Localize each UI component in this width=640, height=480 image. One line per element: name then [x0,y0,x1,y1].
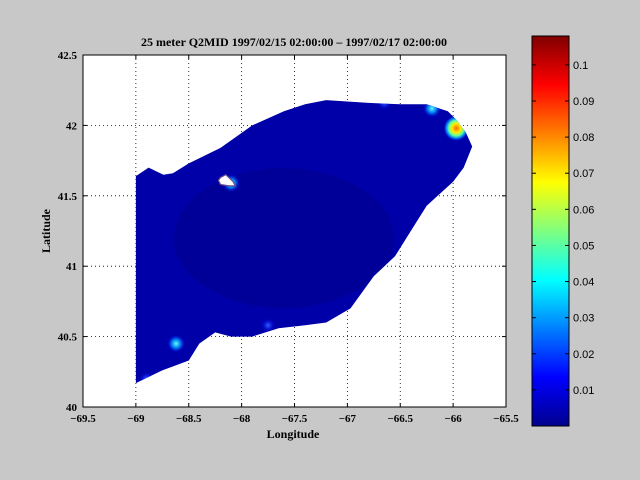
x-axis: −69.5 −69 −68.5 −68 −67.5 −67 −66.5 −66 −65.5 [70,55,519,425]
y-tick-label: 41 [66,261,77,273]
field-shading [139,100,470,384]
y-tick-label: 40.5 [58,332,78,344]
y-tick-label: 42 [66,120,78,132]
low-value-core [173,168,394,309]
x-tick-label: −66.5 [387,413,413,425]
hotspot [167,334,186,353]
y-axis-label: Latitude [39,208,53,253]
colorbar-tick-label: 0.08 [573,132,594,144]
x-tick-label: −69.5 [70,413,96,425]
x-tick-label: −67.5 [282,413,308,425]
x-tick-label: −65.5 [493,413,519,425]
colorbar-axis: 0.01 0.02 0.03 0.04 0.05 0.06 0.07 0.08 0.09 0.1 [532,60,594,397]
colorbar-tick-label: 0.06 [573,204,594,216]
x-tick-label: −66 [444,413,462,425]
colorbar-tick-label: 0.05 [573,240,594,252]
x-axis-label: Longitude [267,427,320,441]
colorbar [531,35,570,427]
y-axis: 40 40.5 41 41.5 42 42.5 [58,50,506,414]
colorbar-tick-label: 0.03 [573,313,594,325]
y-tick-label: 40 [66,402,78,414]
island [217,173,237,187]
x-tick-label: −67 [339,413,357,425]
colorbar-tick-label: 0.01 [573,385,594,397]
x-tick-label: −68 [233,413,251,425]
x-tick-label: −68.5 [176,413,202,425]
colorbar-tick-label: 0.04 [573,277,594,289]
colorbar-tick-label: 0.07 [573,168,594,180]
concentration-field [135,100,473,384]
y-tick-label: 41.5 [58,191,78,203]
y-tick-label: 42.5 [58,50,78,62]
chart-title: 25 meter Q2MID 1997/02/15 02:00:00 – 199… [141,35,447,49]
colorbar-tick-label: 0.09 [573,96,594,108]
colorbar-tick-label: 0.02 [573,349,594,361]
x-tick-label: −69 [127,413,145,425]
hotspot [261,318,276,333]
colorbar-tick-label: 0.1 [573,60,588,72]
